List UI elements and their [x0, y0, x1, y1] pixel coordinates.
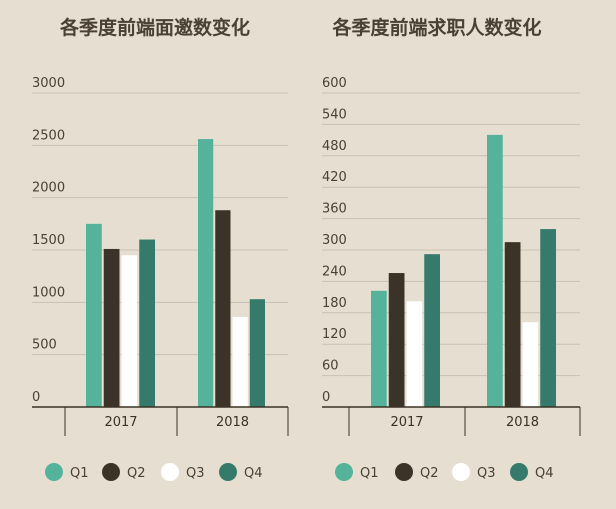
legend-label-q4: Q4: [244, 466, 263, 481]
legend-swatch-q4: [219, 463, 237, 481]
bar-q2-2017: [103, 248, 120, 407]
y-tick-label: 500: [32, 338, 57, 353]
y-tick-label: 0: [32, 390, 40, 405]
bar-q2-2018: [504, 242, 521, 407]
y-tick-label: 420: [322, 170, 347, 185]
y-tick-label: 1000: [32, 285, 65, 300]
y-tick-label: 600: [322, 76, 347, 91]
bar-q4-2018: [249, 299, 265, 407]
bar-q1-2017: [86, 223, 102, 407]
x-tick-label: 2017: [390, 415, 423, 430]
legend-swatch-q3: [452, 463, 470, 481]
y-tick-label: 300: [322, 233, 347, 248]
x-tick-label: 2018: [506, 415, 539, 430]
y-tick-label: 120: [322, 327, 347, 342]
bar-q2-2017: [388, 273, 405, 407]
bar-q3-2018: [522, 322, 539, 407]
bar-q3-2017: [121, 255, 138, 407]
chart-title: 各季度前端求职人数变化: [331, 16, 541, 39]
legend-swatch-q1: [335, 463, 353, 481]
bar-q1-2018: [198, 139, 214, 407]
x-tick-label: 2018: [216, 415, 249, 430]
y-tick-label: 480: [322, 139, 347, 154]
y-tick-label: 3000: [32, 76, 65, 91]
interview-invites-chart: 各季度前端面邀数变化 0 500 1000 1500 2000 2500 3000 2017 2…: [32, 16, 289, 481]
legend-label-q2: Q2: [127, 466, 146, 481]
legend-swatch-q1: [45, 463, 63, 481]
legend-swatch-q4: [510, 463, 528, 481]
legend-label-q3: Q3: [186, 466, 205, 481]
legend-label-q1: Q1: [360, 466, 379, 481]
y-tick-label: 2000: [32, 181, 65, 196]
bar-q3-2018: [232, 316, 248, 407]
legend-swatch-q2: [102, 463, 120, 481]
y-tick-label: 1500: [32, 233, 65, 248]
x-tick-label: 2017: [104, 415, 137, 430]
bar-q4-2017: [424, 254, 440, 407]
bar-q3-2017: [406, 301, 423, 407]
y-tick-label: 0: [322, 390, 330, 405]
legend-label-q2: Q2: [420, 466, 439, 481]
bar-q1-2017: [371, 290, 387, 407]
bar-q4-2018: [540, 229, 556, 407]
y-tick-label: 60: [322, 359, 339, 374]
legend-label-q1: Q1: [70, 466, 89, 481]
bar-q4-2017: [139, 239, 155, 407]
y-tick-label: 540: [322, 107, 347, 122]
y-tick-label: 240: [322, 264, 347, 279]
legend-label-q3: Q3: [477, 466, 496, 481]
legend-swatch-q2: [395, 463, 413, 481]
chart-title: 各季度前端面邀数变化: [59, 16, 250, 39]
y-tick-label: 180: [322, 296, 347, 311]
job-seekers-chart: 各季度前端求职人数变化 0 60 120 180 240 300 360 420 480 540 6…: [322, 16, 581, 481]
y-tick-label: 2500: [32, 128, 65, 143]
legend-label-q4: Q4: [535, 466, 554, 481]
bar-q1-2018: [487, 134, 503, 407]
bar-q2-2018: [215, 210, 231, 407]
y-tick-label: 360: [322, 202, 347, 217]
legend-swatch-q3: [161, 463, 179, 481]
